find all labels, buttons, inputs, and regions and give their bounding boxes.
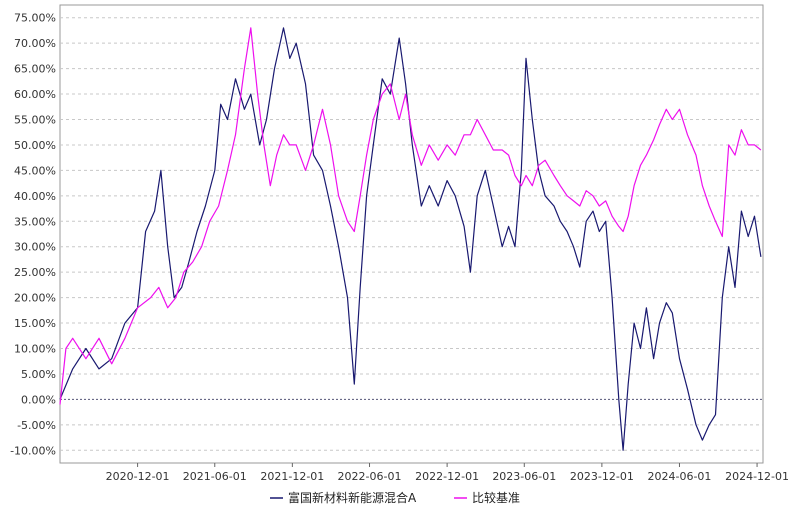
- x-tick-label: 2022-06-01: [338, 470, 402, 483]
- y-tick-label: 45.00%: [14, 164, 56, 177]
- y-tick-label: 0.00%: [21, 393, 56, 406]
- x-tick-label: 2020-12-01: [106, 470, 170, 483]
- y-tick-label: -10.00%: [10, 444, 56, 457]
- legend: 富国新材料新能源混合A 比较基准: [270, 490, 520, 505]
- series-line-benchmark: [59, 27, 762, 405]
- y-tick-label: 10.00%: [14, 343, 56, 356]
- y-tick-label: 35.00%: [14, 215, 56, 228]
- y-tick-label: 15.00%: [14, 317, 56, 330]
- x-tick-label: 2021-12-01: [260, 470, 324, 483]
- x-tick-label: 2023-12-01: [570, 470, 634, 483]
- x-tick-label: 2024-06-01: [648, 470, 712, 483]
- legend-label-fund: 富国新材料新能源混合A: [288, 490, 417, 505]
- y-tick-label: 70.00%: [14, 37, 56, 50]
- x-tick-label: 2021-06-01: [183, 470, 247, 483]
- y-tick-label: -5.00%: [17, 419, 56, 432]
- y-tick-label: 55.00%: [14, 114, 56, 127]
- series-line-fund: [59, 27, 762, 451]
- x-tick-label: 2023-06-01: [492, 470, 556, 483]
- x-axis: 2020-12-01 2021-06-01 2021-12-01 2022-06-01…: [106, 463, 789, 483]
- y-tick-label: 75.00%: [14, 12, 56, 25]
- y-tick-label: 40.00%: [14, 190, 56, 203]
- y-tick-label: 25.00%: [14, 266, 56, 279]
- y-tick-label: 20.00%: [14, 292, 56, 305]
- y-tick-label: 5.00%: [21, 368, 56, 381]
- y-axis: 75.00% 70.00% 65.00% 60.00% 55.00% 50.00% 45.0…: [10, 12, 56, 458]
- x-tick-label: 2022-12-01: [415, 470, 479, 483]
- y-tick-label: 65.00%: [14, 63, 56, 76]
- y-tick-label: 60.00%: [14, 88, 56, 101]
- y-tick-label: 30.00%: [14, 241, 56, 254]
- grid: [60, 17, 763, 451]
- x-tick-label: 2024-12-01: [725, 470, 789, 483]
- series-group: [59, 27, 762, 451]
- legend-label-benchmark: 比较基准: [472, 490, 520, 505]
- plot-area: [59, 4, 764, 464]
- y-tick-label: 50.00%: [14, 139, 56, 152]
